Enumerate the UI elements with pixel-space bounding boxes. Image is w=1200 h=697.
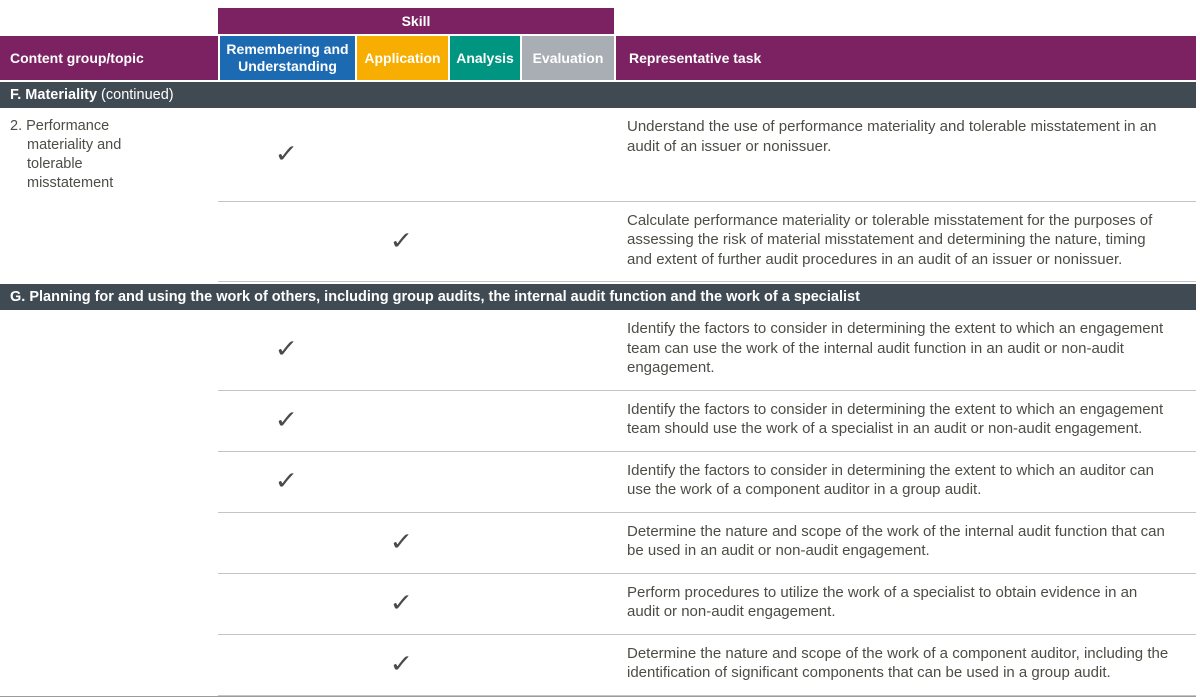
skill-cell-remembering-understanding: ✓ [218,452,355,513]
skill-cell-remembering-understanding [218,202,355,282]
checkmark-icon: ✓ [389,650,414,678]
skill-cell-application [355,108,448,202]
topic-cell [0,452,218,513]
table-row: ✓ Identify the factors to consider in de… [0,391,1196,452]
skill-cell-evaluation [520,391,614,452]
skill-cell-application [355,310,448,391]
table-row: ✓ Identify the factors to consider in de… [0,310,1196,391]
column-header-content-group: Content group/topic [0,36,218,80]
skill-cell-analysis [448,635,520,696]
section-title-suffix: (continued) [97,87,174,103]
table-row: ✓ Identify the factors to consider in de… [0,452,1196,513]
checkmark-icon: ✓ [274,467,299,495]
table-row: ✓ Calculate performance materiality or t… [0,202,1196,283]
skill-cell-remembering-understanding: ✓ [218,108,355,202]
checkmark-icon: ✓ [274,335,299,364]
checkmark-icon: ✓ [389,589,414,617]
skill-cell-application [355,391,448,452]
task-cell: Identify the factors to consider in dete… [614,452,1196,513]
skill-cell-evaluation [520,452,614,513]
table-row: ✓ Determine the nature and scope of the … [0,513,1196,574]
skill-spanner-row: Skill [0,8,1196,34]
skill-cell-analysis [448,452,520,513]
skill-cell-application: ✓ [355,574,448,635]
column-header-representative-task: Representative task [614,36,1196,80]
topic-cell [0,574,218,635]
skill-cell-analysis [448,574,520,635]
skill-cell-analysis [448,391,520,452]
topic-cell [0,202,218,283]
checkmark-icon: ✓ [389,226,414,255]
skill-cell-remembering-understanding: ✓ [218,310,355,391]
skill-cell-application [355,452,448,513]
table-row: ✓ Perform procedures to utilize the work… [0,574,1196,635]
task-cell: Perform procedures to utilize the work o… [614,574,1196,635]
skill-cell-analysis [448,202,520,282]
topic-cell [0,635,218,696]
task-cell: Calculate performance materiality or tol… [614,202,1196,282]
checkmark-icon: ✓ [274,406,299,434]
skill-cell-analysis [448,513,520,574]
topic-cell: 2. Performance materiality and tolerable… [10,118,122,192]
column-header-evaluation: Evaluation [520,36,614,80]
topic-cell [0,391,218,452]
skill-cell-evaluation [520,202,614,282]
checkmark-icon: ✓ [274,139,299,168]
skill-cell-evaluation [520,635,614,696]
skill-cell-application: ✓ [355,202,448,282]
column-header-row: Content group/topic Remembering and Unde… [0,36,1196,80]
skill-cell-analysis [448,310,520,391]
column-header-analysis: Analysis [448,36,520,80]
topic-cell [0,310,218,391]
skill-header: Skill [218,8,614,34]
skill-cell-application: ✓ [355,513,448,574]
task-cell: Identify the factors to consider in dete… [614,391,1196,452]
skill-cell-remembering-understanding [218,574,355,635]
section-title: G. Planning for and using the work of ot… [10,289,860,305]
skill-cell-remembering-understanding: ✓ [218,391,355,452]
skill-cell-application: ✓ [355,635,448,696]
task-cell: Identify the factors to consider in dete… [614,310,1196,391]
section-header-f-materiality: F. Materiality (continued) [0,82,1196,108]
task-cell: Determine the nature and scope of the wo… [614,513,1196,574]
skill-cell-evaluation [520,513,614,574]
task-cell: Understand the use of performance materi… [614,108,1196,202]
skill-cell-remembering-understanding [218,635,355,696]
task-cell: Determine the nature and scope of the wo… [614,635,1196,696]
section-header-g-planning: G. Planning for and using the work of ot… [0,284,1196,310]
skill-cell-evaluation [520,310,614,391]
column-header-remembering-understanding: Remembering and Understanding [218,36,355,80]
skill-cell-evaluation [520,108,614,202]
table-row: ✓ Determine the nature and scope of the … [0,635,1196,696]
checkmark-icon: ✓ [389,528,414,556]
topic-cell [0,513,218,574]
column-header-application: Application [355,36,448,80]
section-title: F. Materiality [10,87,98,103]
skill-cell-evaluation [520,574,614,635]
skill-cell-analysis [448,108,520,202]
table-row: 2. Performance materiality and tolerable… [0,108,1196,202]
table-bottom-rule [0,695,1196,697]
skill-cell-remembering-understanding [218,513,355,574]
